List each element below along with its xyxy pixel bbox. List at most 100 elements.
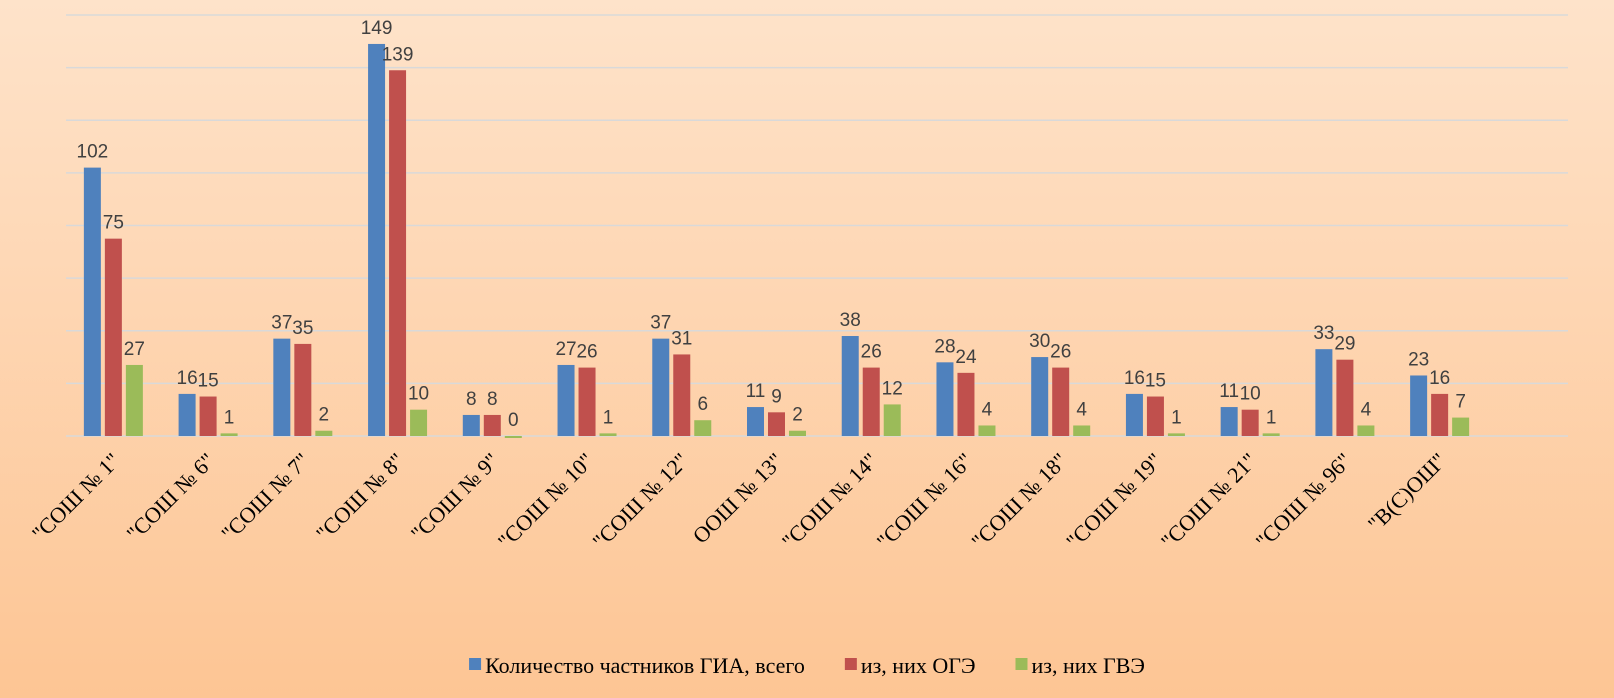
data-label: 12 <box>882 378 903 399</box>
x-tick-label: "СОШ № 7" <box>216 448 314 546</box>
x-tick-label: "СОШ № 6" <box>122 448 220 546</box>
bar <box>1431 393 1449 436</box>
bar <box>747 407 764 436</box>
legend-label: из, них ОГЭ <box>861 653 976 678</box>
data-label: 31 <box>671 328 692 349</box>
x-tick-label: "СОШ № 16" <box>872 448 978 554</box>
data-label: 2 <box>792 405 803 426</box>
data-label: 26 <box>861 342 882 363</box>
x-tick-label: "СОШ № 9" <box>406 448 504 546</box>
data-label: 38 <box>840 310 861 331</box>
legend-swatch <box>844 658 857 670</box>
x-tick-label: ООШ № 13" <box>688 448 788 548</box>
data-label: 75 <box>103 213 124 234</box>
data-label: 28 <box>934 336 955 357</box>
bar <box>957 372 975 436</box>
bar <box>883 404 901 436</box>
data-label: 8 <box>487 389 498 410</box>
bar <box>1052 367 1070 436</box>
bar <box>936 362 954 436</box>
bar <box>599 433 617 436</box>
x-tick-label: "СОШ № 18" <box>966 448 1072 554</box>
data-label: 0 <box>508 410 519 431</box>
bar <box>1073 425 1091 436</box>
x-tick-label: "СОШ № 14" <box>777 448 883 554</box>
data-label: 10 <box>1240 384 1261 405</box>
data-label: 1 <box>603 407 614 428</box>
data-label: 11 <box>746 381 766 402</box>
x-tick-label: "СОШ № 21" <box>1156 448 1262 554</box>
data-label: 30 <box>1029 331 1050 352</box>
bar <box>199 396 217 436</box>
data-label: 26 <box>1050 342 1071 363</box>
data-label: 7 <box>1455 392 1466 413</box>
data-label: 1 <box>1266 407 1277 428</box>
bar <box>557 364 575 436</box>
bar <box>483 414 501 436</box>
bar <box>1315 349 1333 436</box>
x-tick-label: "СОШ № 10" <box>493 448 599 554</box>
data-label: 27 <box>555 339 576 360</box>
bar <box>1357 425 1375 436</box>
bar <box>1220 407 1238 436</box>
x-tick-label: "СОШ № 19" <box>1061 448 1167 554</box>
bar <box>462 414 480 436</box>
bar <box>1031 357 1049 436</box>
data-label: 27 <box>124 339 145 360</box>
bar <box>1146 396 1164 436</box>
bar <box>1262 433 1280 436</box>
data-label: 102 <box>77 142 109 163</box>
bar <box>673 354 691 436</box>
bar <box>104 238 122 436</box>
bar <box>294 343 312 436</box>
bar <box>315 430 333 436</box>
bar <box>1167 433 1185 436</box>
data-label: 15 <box>198 371 219 392</box>
data-label: 23 <box>1408 349 1429 370</box>
bar <box>652 338 670 436</box>
bar <box>410 409 428 436</box>
bar <box>789 430 806 436</box>
data-label: 16 <box>177 368 198 389</box>
data-label: 37 <box>271 313 292 334</box>
data-label: 6 <box>697 394 708 415</box>
bar <box>389 70 407 436</box>
bar <box>1410 375 1428 436</box>
legend-label: из, них ГВЭ <box>1031 653 1144 678</box>
data-label: 16 <box>1429 368 1450 389</box>
bar <box>1125 393 1143 436</box>
data-label: 37 <box>650 313 671 334</box>
data-label: 4 <box>1076 399 1087 420</box>
bar <box>83 167 101 437</box>
bar <box>1336 359 1354 436</box>
bar <box>768 412 785 436</box>
bar <box>1452 417 1470 436</box>
legend-label: Количество частников ГИА, всего <box>485 653 805 678</box>
bar <box>862 367 880 436</box>
data-label: 9 <box>771 386 782 407</box>
x-tick-label: "СОШ № 1" <box>27 448 125 546</box>
bar <box>504 436 522 438</box>
x-tick-label: "СОШ № 8" <box>311 448 409 546</box>
data-label: 29 <box>1334 334 1355 355</box>
data-label: 24 <box>955 347 977 368</box>
legend-swatch <box>469 658 482 670</box>
data-label: 8 <box>466 389 477 410</box>
data-label: 16 <box>1124 368 1145 389</box>
x-tick-label: "СОШ № 12" <box>587 448 693 554</box>
data-label: 1 <box>224 407 235 428</box>
data-label: 15 <box>1145 371 1166 392</box>
data-label: 26 <box>576 342 597 363</box>
data-label: 10 <box>408 384 429 405</box>
bar <box>978 425 996 436</box>
bar <box>1241 409 1259 436</box>
data-label: 35 <box>292 318 313 339</box>
bar <box>178 393 196 436</box>
data-label: 1 <box>1171 407 1182 428</box>
x-tick-label: "СОШ № 96" <box>1251 448 1357 554</box>
legend-swatch <box>1015 658 1028 670</box>
bar <box>220 433 238 436</box>
data-label: 11 <box>1219 381 1239 402</box>
bar <box>125 364 143 436</box>
